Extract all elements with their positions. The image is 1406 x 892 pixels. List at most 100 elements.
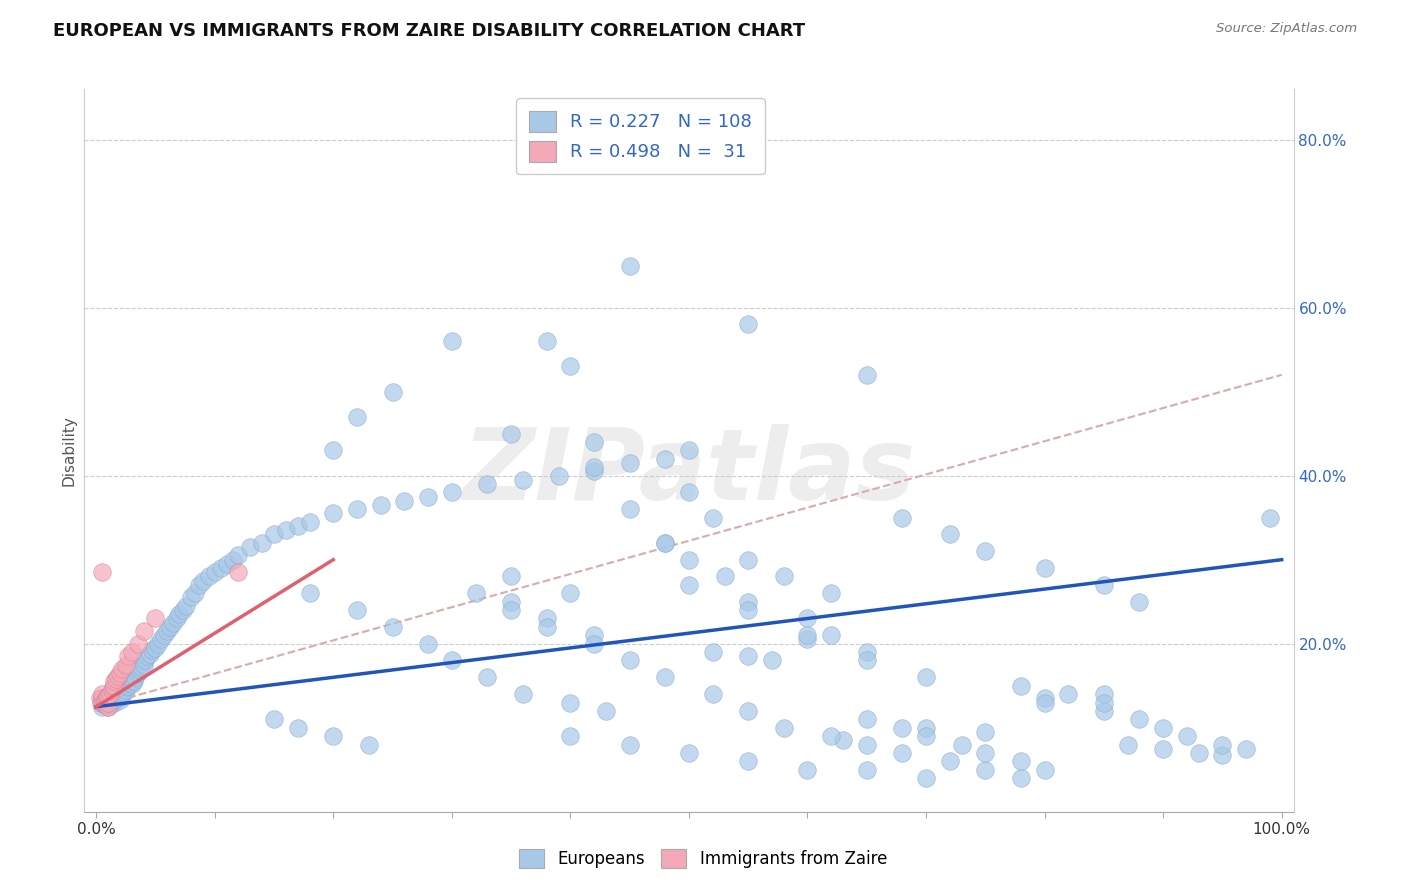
Point: [122, 673, 145, 688]
Point: [228, 566, 250, 580]
Point: [97, 699, 120, 714]
Point: [974, 544, 997, 558]
Point: [737, 595, 759, 609]
Point: [772, 569, 794, 583]
Point: [583, 435, 606, 450]
Point: [93, 697, 115, 711]
Point: [108, 666, 131, 681]
Point: [1092, 578, 1115, 592]
Point: [172, 603, 194, 617]
Point: [188, 578, 211, 592]
Point: [678, 485, 700, 500]
Point: [501, 603, 523, 617]
Point: [100, 697, 122, 711]
Point: [91, 691, 114, 706]
Point: [263, 527, 285, 541]
Point: [560, 696, 582, 710]
Point: [129, 660, 152, 674]
Point: [298, 586, 321, 600]
Point: [915, 771, 938, 785]
Point: [654, 670, 676, 684]
Point: [90, 696, 112, 710]
Point: [104, 689, 127, 703]
Point: [915, 721, 938, 735]
Point: [107, 687, 129, 701]
Point: [121, 677, 143, 691]
Point: [287, 519, 309, 533]
Point: [93, 693, 115, 707]
Point: [583, 637, 606, 651]
Point: [97, 690, 120, 704]
Text: EUROPEAN VS IMMIGRANTS FROM ZAIRE DISABILITY CORRELATION CHART: EUROPEAN VS IMMIGRANTS FROM ZAIRE DISABI…: [53, 22, 806, 40]
Point: [713, 569, 735, 583]
Point: [122, 674, 145, 689]
Point: [115, 657, 138, 672]
Point: [287, 721, 309, 735]
Point: [346, 409, 368, 424]
Point: [702, 645, 724, 659]
Point: [322, 507, 344, 521]
Point: [250, 536, 273, 550]
Point: [121, 645, 143, 659]
Point: [94, 695, 117, 709]
Point: [100, 693, 122, 707]
Point: [103, 674, 125, 689]
Point: [136, 649, 159, 664]
Point: [512, 473, 534, 487]
Point: [1116, 738, 1139, 752]
Point: [1057, 687, 1080, 701]
Point: [654, 536, 676, 550]
Point: [891, 510, 914, 524]
Point: [128, 662, 150, 676]
Point: [239, 540, 262, 554]
Point: [176, 599, 198, 613]
Legend: R = 0.227   N = 108, R = 0.498   N =  31: R = 0.227 N = 108, R = 0.498 N = 31: [516, 98, 765, 174]
Point: [855, 763, 877, 777]
Point: [737, 552, 759, 566]
Point: [560, 359, 582, 374]
Point: [108, 681, 131, 696]
Point: [678, 746, 700, 760]
Point: [501, 426, 523, 441]
Point: [105, 692, 128, 706]
Point: [101, 681, 124, 695]
Point: [346, 603, 368, 617]
Point: [1033, 696, 1056, 710]
Point: [94, 698, 117, 712]
Point: [418, 637, 440, 651]
Point: [583, 628, 606, 642]
Point: [654, 536, 676, 550]
Point: [103, 679, 125, 693]
Point: [100, 682, 122, 697]
Y-axis label: Disability: Disability: [60, 415, 76, 486]
Point: [820, 628, 842, 642]
Point: [91, 696, 114, 710]
Point: [855, 738, 877, 752]
Point: [221, 552, 243, 566]
Point: [93, 697, 115, 711]
Point: [103, 691, 125, 706]
Point: [96, 690, 118, 705]
Point: [772, 721, 794, 735]
Point: [91, 566, 114, 580]
Point: [950, 738, 973, 752]
Point: [138, 647, 160, 661]
Point: [94, 698, 117, 712]
Point: [96, 696, 118, 710]
Point: [654, 451, 676, 466]
Point: [215, 557, 238, 571]
Point: [974, 746, 997, 760]
Point: [96, 692, 118, 706]
Point: [100, 690, 122, 704]
Point: [101, 690, 124, 705]
Point: [97, 697, 120, 711]
Point: [796, 632, 818, 647]
Point: [93, 694, 115, 708]
Point: [855, 368, 877, 382]
Point: [298, 515, 321, 529]
Point: [105, 672, 128, 686]
Point: [394, 494, 416, 508]
Point: [512, 687, 534, 701]
Point: [619, 738, 641, 752]
Point: [1152, 721, 1174, 735]
